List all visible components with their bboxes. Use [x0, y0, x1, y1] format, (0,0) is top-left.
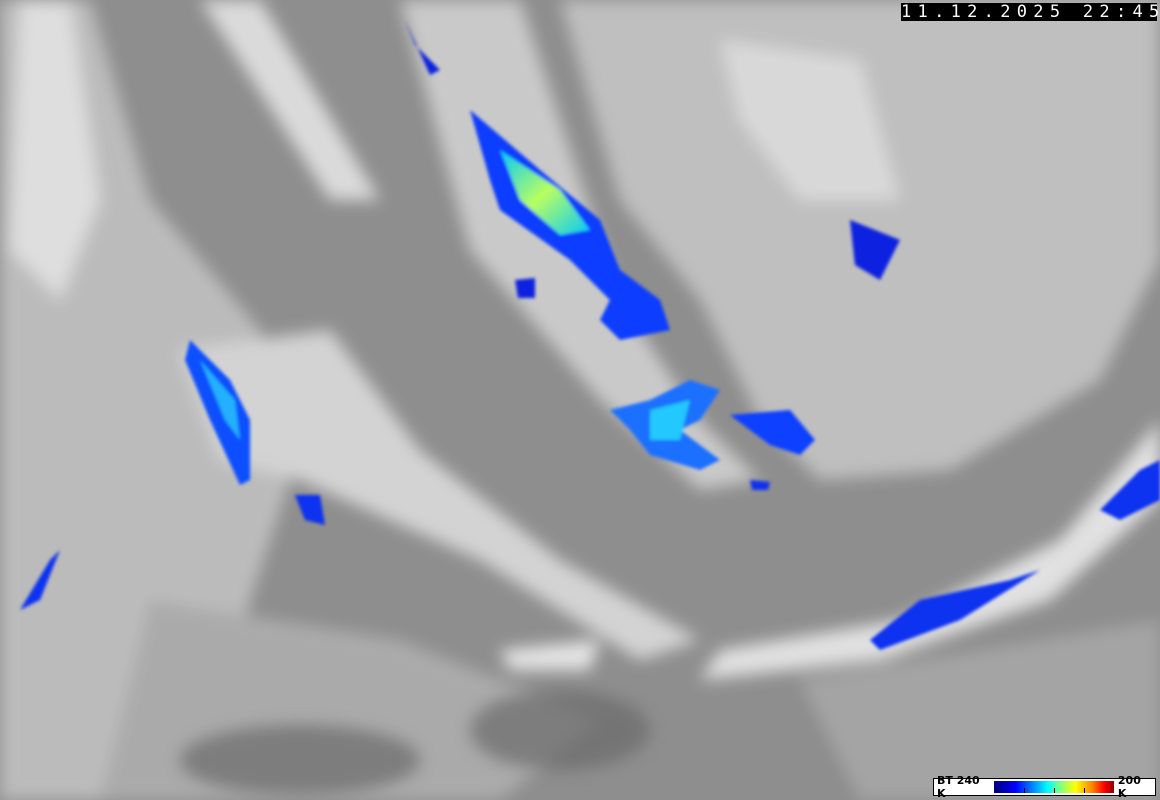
color-bar-tick	[1024, 788, 1026, 793]
color-bar-tick	[1054, 788, 1056, 793]
color-scale-legend: BT 240 K 200 K	[933, 774, 1156, 800]
legend-left-label: BT 240 K	[937, 774, 980, 800]
color-bar	[994, 781, 1114, 793]
color-bar-tick	[1083, 788, 1085, 793]
timestamp: 11.12.2025 22:45	[901, 2, 1160, 22]
dark-land-patches	[180, 690, 650, 795]
legend-right-label: 200 K	[1117, 774, 1141, 800]
cold-cloud-tops	[20, 20, 1160, 650]
